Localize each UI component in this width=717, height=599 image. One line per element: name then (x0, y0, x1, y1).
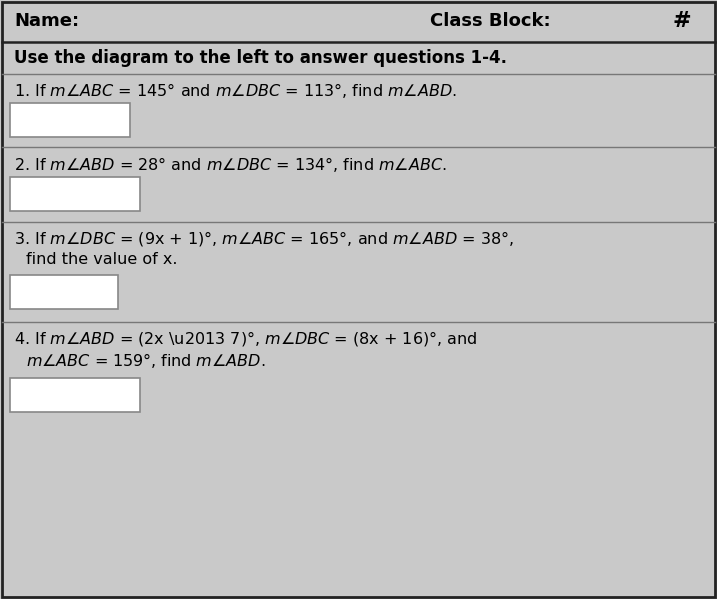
Bar (10, 177, 140, 211)
Text: Class Block:: Class Block: (430, 12, 551, 30)
Bar (10, 275, 118, 309)
Text: 3. If $m\angle DBC$ = (9x + 1)°, $m\angle ABC$ = 165°, and $m\angle ABD$ = 38°,: 3. If $m\angle DBC$ = (9x + 1)°, $m\angl… (14, 229, 514, 249)
Text: find the value of x.: find the value of x. (26, 253, 178, 268)
Bar (10, 103, 130, 137)
Text: 4. If $m\angle ABD$ = (2x \u2013 7)°, $m\angle DBC$ = (8x + 16)°, and: 4. If $m\angle ABD$ = (2x \u2013 7)°, $m… (14, 329, 478, 349)
Text: Use the diagram to the left to answer questions 1-4.: Use the diagram to the left to answer qu… (14, 49, 507, 67)
Text: Name:: Name: (14, 12, 79, 30)
Text: 1. If $m\angle ABC$ = 145° and $m\angle DBC$ = 113°, find $m\angle ABD$.: 1. If $m\angle ABC$ = 145° and $m\angle … (14, 80, 457, 99)
Text: $m\angle ABC$ = 159°, find $m\angle ABD$.: $m\angle ABC$ = 159°, find $m\angle ABD$… (26, 350, 265, 370)
Text: 2. If $m\angle ABD$ = 28° and $m\angle DBC$ = 134°, find $m\angle ABC$.: 2. If $m\angle ABD$ = 28° and $m\angle D… (14, 155, 447, 174)
Text: #: # (672, 11, 690, 31)
Bar (10, 378, 140, 412)
